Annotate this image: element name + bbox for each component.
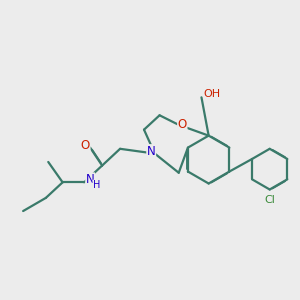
Text: O: O bbox=[81, 139, 90, 152]
Text: N: N bbox=[86, 173, 94, 186]
Text: OH: OH bbox=[204, 89, 221, 99]
Text: Cl: Cl bbox=[264, 195, 275, 205]
Text: H: H bbox=[93, 180, 100, 190]
Text: N: N bbox=[147, 145, 156, 158]
Text: O: O bbox=[178, 118, 187, 131]
